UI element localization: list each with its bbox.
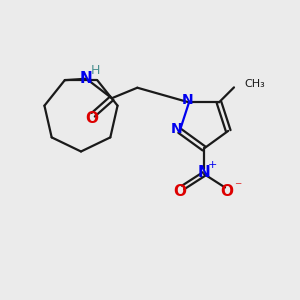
Text: O: O — [85, 111, 98, 126]
Text: CH₃: CH₃ — [244, 80, 265, 89]
Text: +: + — [208, 160, 217, 170]
Text: H: H — [91, 64, 101, 77]
Text: N: N — [182, 93, 193, 107]
Text: N: N — [80, 71, 93, 86]
Text: O: O — [173, 184, 187, 199]
Text: O: O — [220, 184, 233, 199]
Text: N: N — [170, 122, 182, 136]
Text: ⁻: ⁻ — [234, 181, 241, 194]
Text: N: N — [198, 165, 210, 180]
